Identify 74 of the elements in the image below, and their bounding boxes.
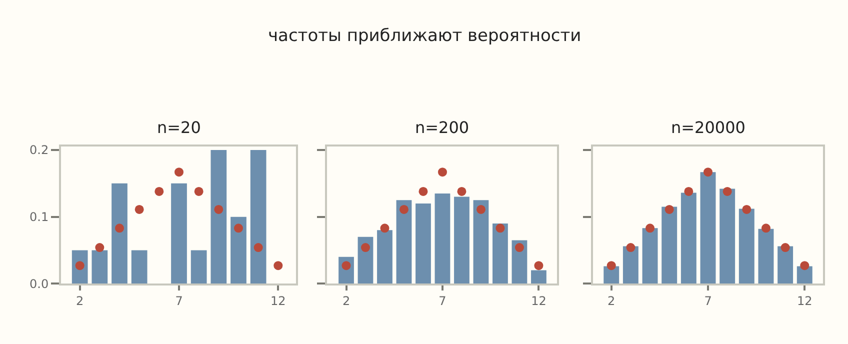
x-tick-label: 12 xyxy=(531,294,546,308)
chart-title: n=200 xyxy=(415,118,470,137)
bar xyxy=(112,183,128,284)
point xyxy=(514,243,524,252)
point xyxy=(154,186,164,196)
point xyxy=(234,224,243,233)
bar xyxy=(512,240,528,284)
point xyxy=(274,261,283,270)
x-tick-label: 7 xyxy=(704,294,712,308)
x-tick-label: 12 xyxy=(270,294,286,308)
bar xyxy=(492,224,508,284)
point xyxy=(534,261,544,270)
point xyxy=(115,224,124,233)
x-tick-label: 7 xyxy=(438,294,446,308)
y-tick-label: 0.1 xyxy=(30,210,49,224)
point xyxy=(646,224,655,233)
point xyxy=(742,204,752,214)
bar xyxy=(680,192,696,284)
point xyxy=(684,186,694,196)
text: частоты приближают вероятности xyxy=(268,26,582,46)
point xyxy=(496,224,505,233)
bar xyxy=(377,230,392,284)
point xyxy=(399,204,408,214)
bar xyxy=(434,193,450,284)
point xyxy=(95,243,104,252)
chart-title: n=20000 xyxy=(671,118,746,137)
bar xyxy=(190,250,207,284)
bar xyxy=(758,228,774,284)
point xyxy=(664,204,674,214)
x-tick-label: 2 xyxy=(608,294,616,308)
point xyxy=(626,243,636,252)
bar xyxy=(171,183,187,284)
point xyxy=(704,168,712,177)
bar xyxy=(473,200,489,284)
x-tick-label: 2 xyxy=(76,294,84,308)
y-tick-label: 0.2 xyxy=(30,143,49,158)
y-tick-label: 0.0 xyxy=(30,276,49,291)
bar xyxy=(250,150,266,284)
point xyxy=(800,261,810,270)
bar xyxy=(454,196,470,284)
point xyxy=(722,186,732,196)
bar xyxy=(230,216,246,284)
point xyxy=(780,243,790,252)
point xyxy=(194,186,204,196)
point xyxy=(438,168,447,177)
x-tick-label: 2 xyxy=(342,294,350,308)
bar xyxy=(778,246,794,284)
bar xyxy=(700,172,716,284)
point xyxy=(457,186,466,196)
bar xyxy=(720,188,736,284)
point xyxy=(606,261,616,270)
bar xyxy=(622,246,638,284)
point xyxy=(360,243,370,252)
point xyxy=(134,204,144,214)
bar xyxy=(416,203,431,284)
bar xyxy=(662,206,678,284)
bar xyxy=(396,200,412,284)
bar xyxy=(642,228,658,284)
point xyxy=(761,224,770,233)
bar xyxy=(531,270,546,284)
bar xyxy=(738,208,754,284)
point xyxy=(380,224,390,233)
bar xyxy=(210,150,227,284)
point xyxy=(214,204,224,214)
point xyxy=(254,243,263,252)
chart-title: n=20 xyxy=(157,118,201,137)
bar xyxy=(92,250,108,284)
point xyxy=(476,204,486,214)
bar xyxy=(358,236,374,284)
point xyxy=(174,168,184,177)
x-tick-label: 12 xyxy=(797,294,812,308)
bar xyxy=(131,250,148,284)
x-tick-label: 7 xyxy=(175,294,183,308)
point xyxy=(418,186,428,196)
